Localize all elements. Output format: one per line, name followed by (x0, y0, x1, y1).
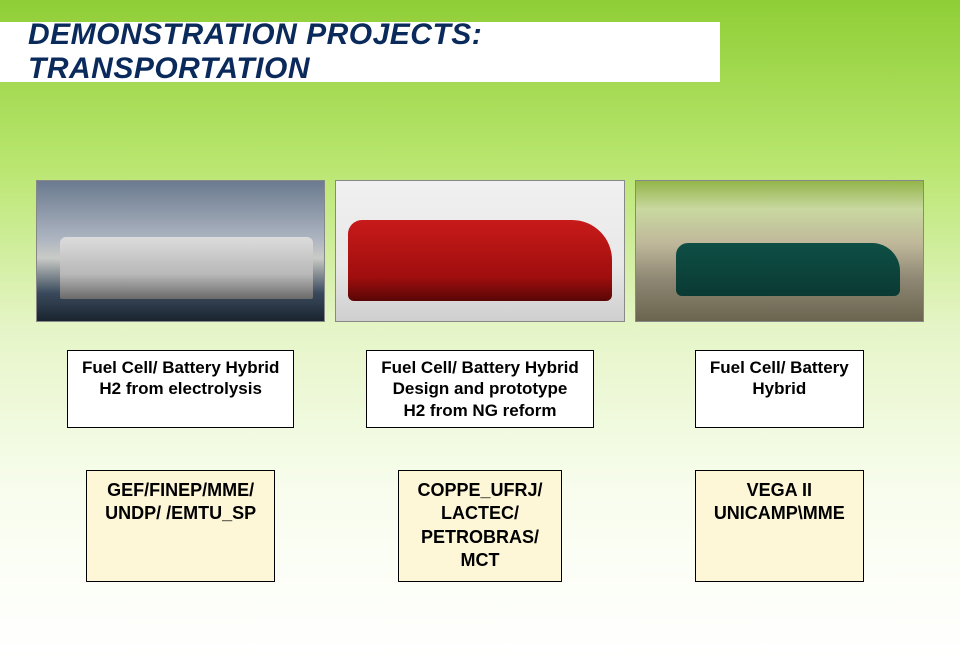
caption-box-1: Fuel Cell/ Battery Hybrid H2 from electr… (67, 350, 294, 428)
image-bus-red (335, 180, 624, 322)
org-line: PETROBRAS/ (417, 526, 542, 549)
org-cell-3: VEGA II UNICAMP\MME (635, 470, 924, 582)
image-bus-grey (36, 180, 325, 322)
title-band: DEMONSTRATION PROJECTS: TRANSPORTATION (0, 22, 720, 82)
org-box-2: COPPE_UFRJ/ LACTEC/ PETROBRAS/ MCT (398, 470, 561, 582)
caption-cell-2: Fuel Cell/ Battery Hybrid Design and pro… (335, 350, 624, 428)
caption-line: Fuel Cell/ Battery Hybrid (381, 357, 578, 378)
org-line: MCT (417, 549, 542, 572)
org-box-1: GEF/FINEP/MME/ UNDP/ /EMTU_SP (86, 470, 275, 582)
org-row: GEF/FINEP/MME/ UNDP/ /EMTU_SP COPPE_UFRJ… (36, 470, 924, 582)
caption-box-2: Fuel Cell/ Battery Hybrid Design and pro… (366, 350, 593, 428)
caption-cell-3: Fuel Cell/ Battery Hybrid (635, 350, 924, 428)
caption-line: H2 from electrolysis (82, 378, 279, 399)
org-line: UNDP/ /EMTU_SP (105, 502, 256, 525)
org-line: VEGA II (714, 479, 845, 502)
image-car-green (635, 180, 924, 322)
caption-line: Fuel Cell/ Battery Hybrid (82, 357, 279, 378)
caption-line: Design and prototype (381, 378, 578, 399)
org-box-3: VEGA II UNICAMP\MME (695, 470, 864, 582)
image-row (36, 180, 924, 322)
caption-cell-1: Fuel Cell/ Battery Hybrid H2 from electr… (36, 350, 325, 428)
caption-row: Fuel Cell/ Battery Hybrid H2 from electr… (36, 350, 924, 428)
org-cell-1: GEF/FINEP/MME/ UNDP/ /EMTU_SP (36, 470, 325, 582)
page-title: DEMONSTRATION PROJECTS: TRANSPORTATION (28, 18, 720, 86)
org-line: LACTEC/ (417, 502, 542, 525)
org-line: COPPE_UFRJ/ (417, 479, 542, 502)
org-line: GEF/FINEP/MME/ (105, 479, 256, 502)
caption-box-3: Fuel Cell/ Battery Hybrid (695, 350, 864, 428)
caption-line: H2 from NG reform (381, 400, 578, 421)
org-cell-2: COPPE_UFRJ/ LACTEC/ PETROBRAS/ MCT (335, 470, 624, 582)
caption-line: Fuel Cell/ Battery (710, 357, 849, 378)
caption-line: Hybrid (710, 378, 849, 399)
org-line: UNICAMP\MME (714, 502, 845, 525)
